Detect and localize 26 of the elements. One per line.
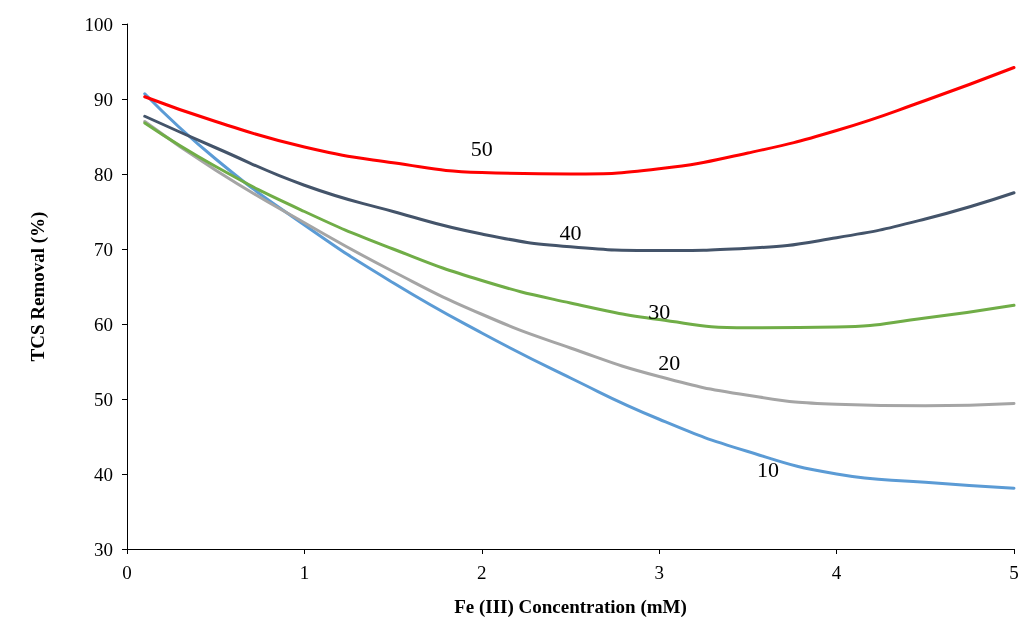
y-tick-label: 50 <box>94 388 113 410</box>
y-tick-label: 90 <box>94 88 113 110</box>
y-tick-label: 40 <box>94 463 113 485</box>
y-tick-label: 80 <box>94 163 113 185</box>
series-label: 40 <box>559 220 582 246</box>
line-series <box>143 66 1016 176</box>
x-tick-label: 2 <box>477 562 487 583</box>
y-tick-label: 60 <box>94 313 113 335</box>
line-series <box>143 92 1016 490</box>
x-tick-label: 5 <box>1009 562 1019 583</box>
series-label: 30 <box>648 299 671 324</box>
x-tick-label: 0 <box>122 562 132 583</box>
x-axis-title: Fe (III) Concentration (mM) <box>454 596 687 618</box>
y-tick-label: 100 <box>84 13 113 35</box>
line-series <box>143 121 1016 330</box>
y-axis-title: TCS Removal (%) <box>27 211 49 362</box>
x-tick-label: 4 <box>831 562 842 583</box>
series-label: 10 <box>756 457 779 482</box>
line-series <box>143 114 1016 252</box>
line-series <box>143 120 1016 408</box>
y-tick-label: 30 <box>94 538 113 560</box>
x-tick-label: 1 <box>299 562 310 583</box>
series-label: 20 <box>658 350 681 375</box>
y-tick-label: 70 <box>94 238 113 260</box>
series-label: 50 <box>470 136 493 161</box>
x-tick-label: 3 <box>654 562 664 583</box>
